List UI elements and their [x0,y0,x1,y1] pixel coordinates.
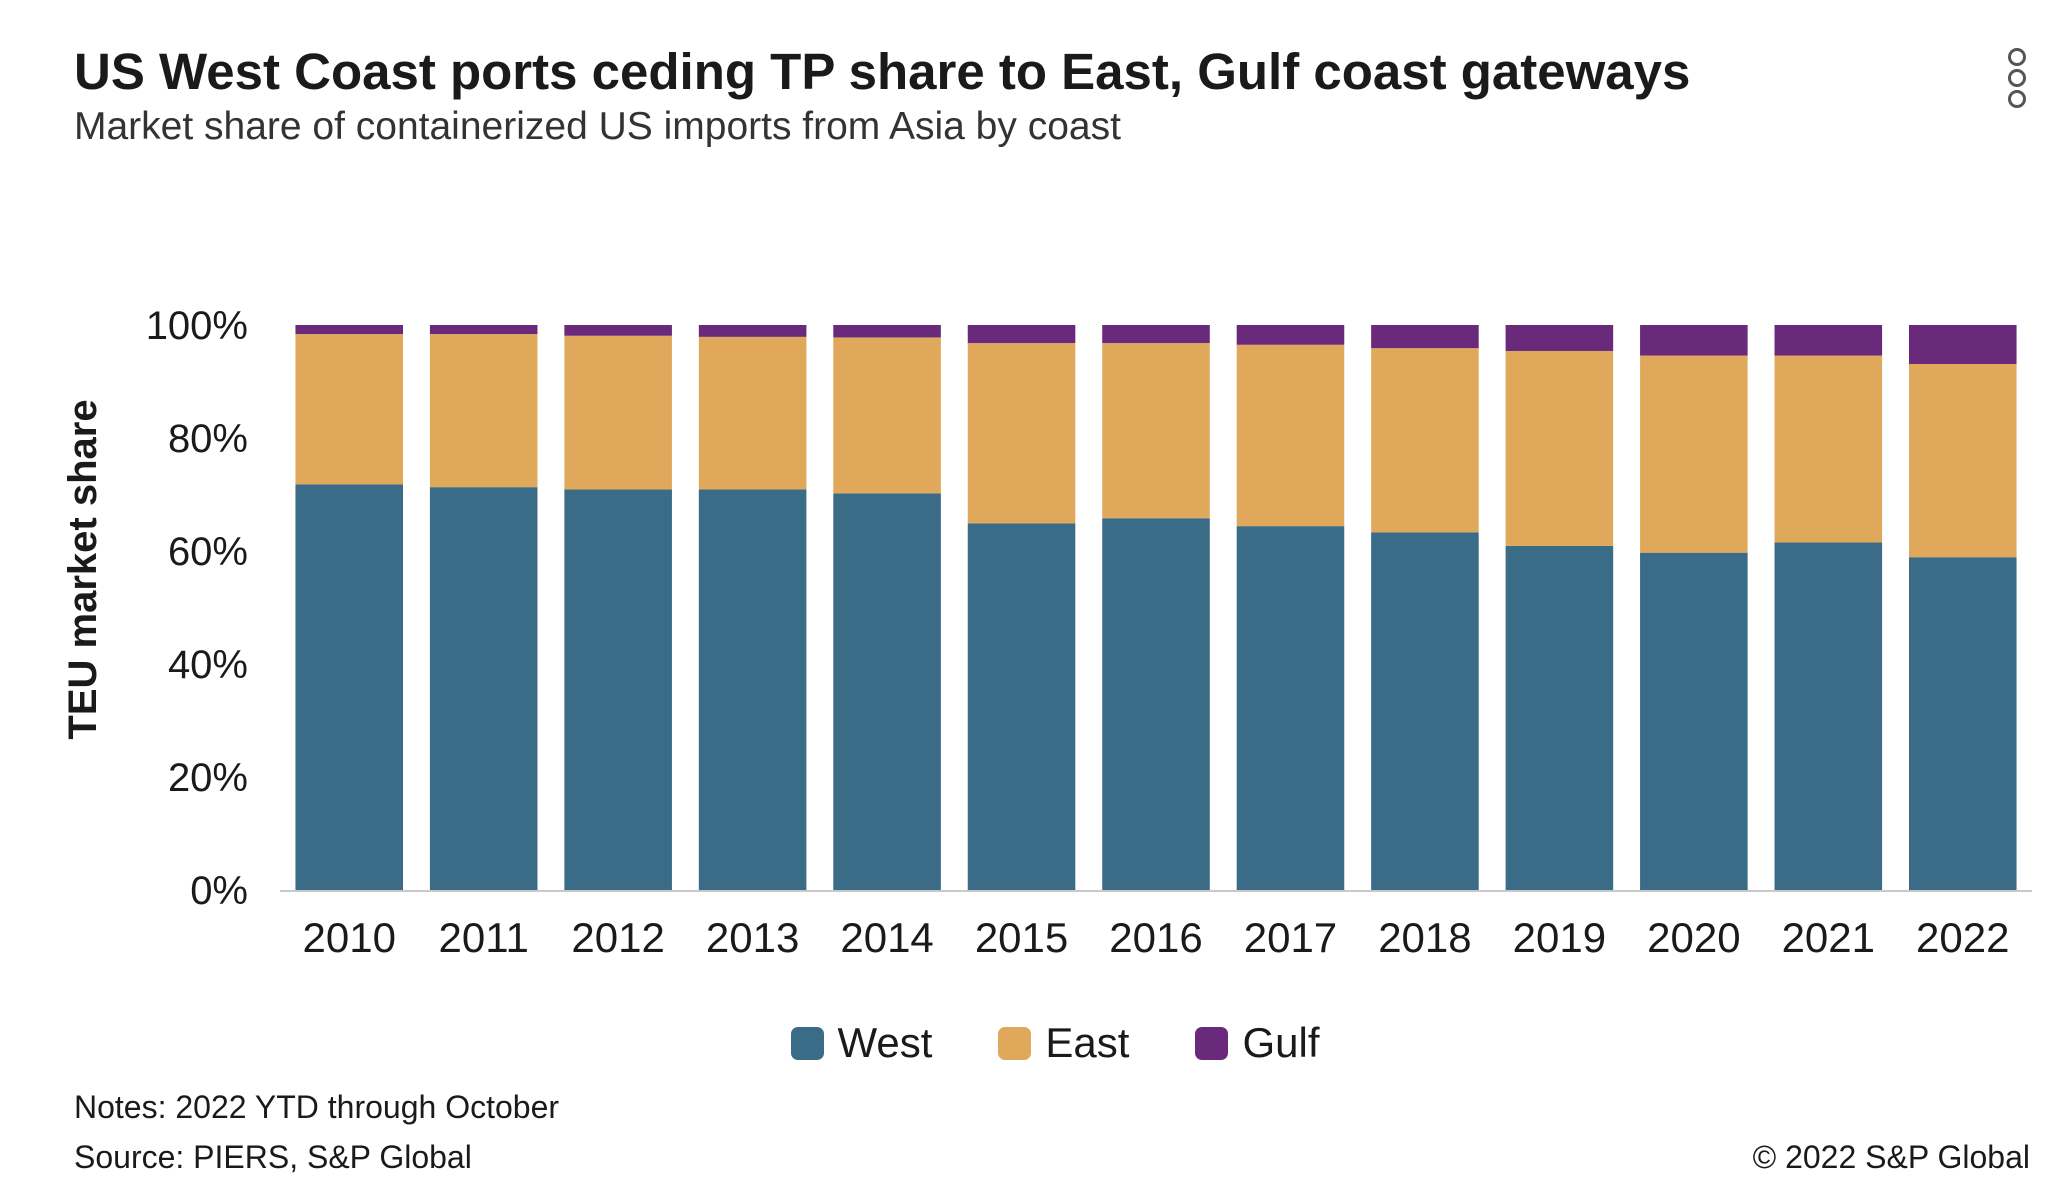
bar-segment-gulf[interactable]: Gulf 2012: 1.9% [564,325,672,336]
x-tick-label: 2016 [1109,914,1202,961]
copyright-text: © 2022 S&P Global [1752,1139,2030,1175]
bar-segment-west[interactable]: West 2014: 70.2% [833,493,941,890]
y-tick-label: 40% [168,643,248,687]
bar-segment-east[interactable]: East 2010: 26.6% [295,334,404,485]
x-tick-label: 2018 [1378,914,1471,961]
y-axis-title-group: TEU market share [61,399,105,739]
stacked-bar-chart: TEU market share 0% 20% 40% 60% 80% 100% West… [61,304,2032,961]
bar-segment-west[interactable]: West 2011: 71.3% [429,487,538,890]
bar-segment-west[interactable]: West 2016: 65.8% [1102,518,1210,890]
bar-segment-east[interactable]: East 2016: 31% [1102,343,1210,519]
x-tick-label: 2013 [706,914,799,961]
x-tick-label: 2021 [1782,914,1875,961]
bar-segment-east[interactable]: East 2013: 27% [698,336,807,490]
y-tick-label: 0% [190,869,248,913]
bar-segment-west[interactable]: West 2020: 59.7% [1640,552,1748,890]
y-axis-ticks: 0% 20% 40% 60% 80% 100% [146,304,248,913]
x-tick-label: 2015 [975,914,1068,961]
x-tick-label: 2017 [1244,914,1337,961]
legend-label: Gulf [1242,1019,1320,1066]
bar-segment-west[interactable]: West 2012: 70.9% [564,489,672,890]
legend-item-gulf[interactable]: Gulf [1195,1018,1320,1068]
x-tick-label: 2022 [1916,914,2009,961]
bar-series-group: West 2010: 71.8%East 2010: 26.6%Gulf 201… [295,325,2017,890]
bar-segment-gulf[interactable]: Gulf 2010: 1.6% [295,325,404,335]
bar-segment-east[interactable]: East 2021: 33.1% [1774,355,1883,543]
more-options-button[interactable] [2000,42,2034,112]
bar-segment-west[interactable]: West 2017: 64.4% [1236,526,1345,890]
bar-segment-east[interactable]: East 2011: 27.1% [429,334,538,488]
more-vertical-icon-dot [2008,90,2026,108]
bar-segment-east[interactable]: East 2014: 27.6% [833,337,941,494]
more-vertical-icon [2008,48,2026,66]
bar-segment-east[interactable]: East 2020: 34.9% [1640,355,1748,553]
bar-segment-east[interactable]: East 2015: 31.9% [967,343,1076,524]
x-axis-ticks: 2010 2011 2012 2013 2014 2015 2016 2017 2018 2019… [303,914,2010,961]
bar-segment-gulf[interactable]: Gulf 2017: 3.5% [1236,325,1345,345]
y-tick-label: 20% [168,756,248,800]
bar-segment-west[interactable]: West 2013: 70.9% [698,489,807,890]
bar-segment-gulf[interactable]: Gulf 2022: 6.9% [1908,325,2017,364]
x-tick-label: 2014 [840,914,933,961]
y-tick-label: 60% [168,530,248,574]
bar-segment-west[interactable]: West 2022: 58.9% [1908,557,2017,890]
legend-label: East [1045,1019,1130,1066]
legend-swatch [790,1026,824,1060]
bar-segment-east[interactable]: East 2019: 34.5% [1505,350,1614,546]
chart-title: US West Coast ports ceding TP share to E… [74,43,1691,100]
chart-legend: West East Gulf [0,1018,2070,1068]
bar-segment-gulf[interactable]: Gulf 2019: 4.6% [1505,325,1614,351]
bar-segment-gulf[interactable]: Gulf 2013: 2.1% [698,325,807,337]
chart-source: Source: PIERS, S&P Global [74,1139,472,1175]
legend-swatch [998,1026,1032,1060]
y-tick-label: 80% [168,417,248,461]
bar-segment-gulf[interactable]: Gulf 2016: 3.2% [1102,325,1210,344]
bar-segment-west[interactable]: West 2021: 61.5% [1774,542,1883,890]
x-tick-label: 2011 [439,914,529,961]
x-tick-label: 2012 [571,914,664,961]
x-tick-label: 2019 [1513,914,1606,961]
y-axis-title: TEU market share [61,399,105,739]
legend-item-west[interactable]: West [790,1018,933,1068]
bar-segment-east[interactable]: East 2018: 32.6% [1371,348,1479,533]
bar-segment-west[interactable]: West 2010: 71.8% [295,484,404,890]
legend-swatch [1195,1026,1229,1060]
bar-segment-gulf[interactable]: Gulf 2020: 5.4% [1640,325,1748,356]
bar-segment-east[interactable]: East 2022: 34.2% [1908,363,2017,558]
x-tick-label: 2010 [303,914,396,961]
x-tick-label: 2020 [1647,914,1740,961]
bar-segment-west[interactable]: West 2019: 60.9% [1505,545,1614,890]
bar-segment-east[interactable]: East 2012: 27.2% [564,335,672,490]
chart-subtitle: Market share of containerized US imports… [74,105,1121,148]
bar-segment-gulf[interactable]: Gulf 2014: 2.2% [833,325,941,338]
legend-label: West [837,1019,933,1066]
bar-segment-east[interactable]: East 2017: 32.1% [1236,344,1345,527]
bar-segment-gulf[interactable]: Gulf 2011: 1.6% [429,325,538,335]
bar-segment-west[interactable]: West 2018: 63.3% [1371,532,1479,890]
legend-item-east[interactable]: East [998,1018,1129,1068]
y-tick-label: 100% [146,304,248,348]
more-vertical-icon-dot [2008,69,2026,87]
chart-notes: Notes: 2022 YTD through October [74,1089,560,1125]
bar-segment-gulf[interactable]: Gulf 2021: 5.4% [1774,325,1883,356]
bar-segment-gulf[interactable]: Gulf 2018: 4.1% [1371,325,1479,349]
bar-segment-gulf[interactable]: Gulf 2015: 3.2% [967,325,1076,344]
bar-segment-west[interactable]: West 2015: 64.9% [967,523,1076,890]
